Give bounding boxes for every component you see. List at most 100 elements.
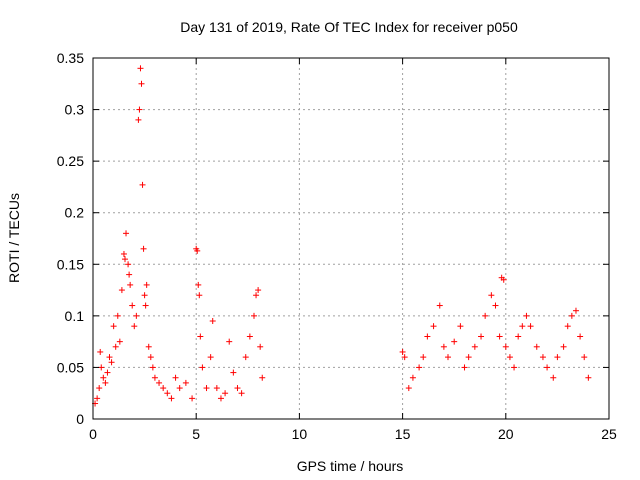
data-point [156,379,163,386]
data-point [207,354,214,361]
chart-title: Day 131 of 2019, Rate Of TEC Index for r… [180,19,518,35]
y-tick-label: 0.05 [57,359,84,375]
data-point [145,343,152,350]
data-point [424,333,431,340]
data-point [217,395,224,402]
data-point [519,323,526,330]
x-tick-label: 25 [601,426,617,442]
data-point [143,281,150,288]
data-point [199,364,206,371]
data-point [222,390,229,397]
data-point [242,354,249,361]
data-point [478,333,485,340]
data-point [226,338,233,345]
data-point [182,379,189,386]
data-point [451,338,458,345]
data-point [129,302,136,309]
y-tick-label: 0.15 [57,256,84,272]
data-point [118,287,125,294]
data-point [515,333,522,340]
data-point [127,281,134,288]
data-point [401,354,408,361]
data-point [142,302,149,309]
data-point [126,271,133,278]
data-point [106,354,113,361]
data-point [135,116,142,123]
data-point [114,312,121,319]
y-tick-label: 0.1 [65,308,85,324]
data-point [125,261,132,268]
data-point [436,302,443,309]
data-point [471,343,478,350]
data-point [246,333,253,340]
data-point [568,312,575,319]
data-point [164,390,171,397]
data-point [405,385,412,392]
data-point [104,369,111,376]
data-point [416,364,423,371]
data-point [138,80,145,87]
data-point [527,323,534,330]
data-point [409,374,416,381]
data-point [430,323,437,330]
data-point [554,354,561,361]
data-point [550,374,557,381]
data-point [533,343,540,350]
data-point [259,374,266,381]
plot-frame [92,57,610,420]
data-point [131,323,138,330]
data-point [94,395,101,402]
data-point [461,364,468,371]
data-point [189,395,196,402]
y-tick-label: 0 [76,411,84,427]
data-point [465,354,472,361]
data-point [116,338,123,345]
data-point [123,230,130,237]
data-point [194,247,201,254]
data-point [564,323,571,330]
data-point [238,390,245,397]
data-point [195,281,202,288]
data-point [572,307,579,314]
data-point [97,348,104,355]
data-point [112,343,119,350]
data-point [147,354,154,361]
data-point [234,385,241,392]
data-point [98,364,105,371]
data-point [250,312,257,319]
data-point [102,379,109,386]
data-point [160,385,167,392]
data-point [121,256,128,263]
data-point [140,245,147,252]
data-point [197,333,204,340]
data-point [399,348,406,355]
data-point [511,364,518,371]
data-point [585,374,592,381]
data-point [96,385,103,392]
data-point [502,343,509,350]
data-point [544,364,551,371]
data-point [496,333,503,340]
axis-ticks: 0 5 10 15 20 25 0 0.05 0.1 0.15 0.2 0.25 0.3 0.35 [57,50,617,442]
data-point [209,318,216,325]
data-point [100,374,107,381]
data-point [149,364,156,371]
data-point [133,312,140,319]
y-tick-label: 0.25 [57,153,84,169]
data-point [440,343,447,350]
grid [93,58,609,419]
data-point [257,343,264,350]
data-point [168,395,175,402]
x-tick-label: 5 [192,426,200,442]
data-point [137,65,144,72]
data-point [577,333,584,340]
data-point [139,181,146,188]
data-point [230,369,237,376]
data-point [253,292,260,299]
x-tick-label: 15 [395,426,411,442]
y-tick-label: 0.35 [57,50,84,66]
x-tick-label: 10 [292,426,308,442]
data-point [172,374,179,381]
